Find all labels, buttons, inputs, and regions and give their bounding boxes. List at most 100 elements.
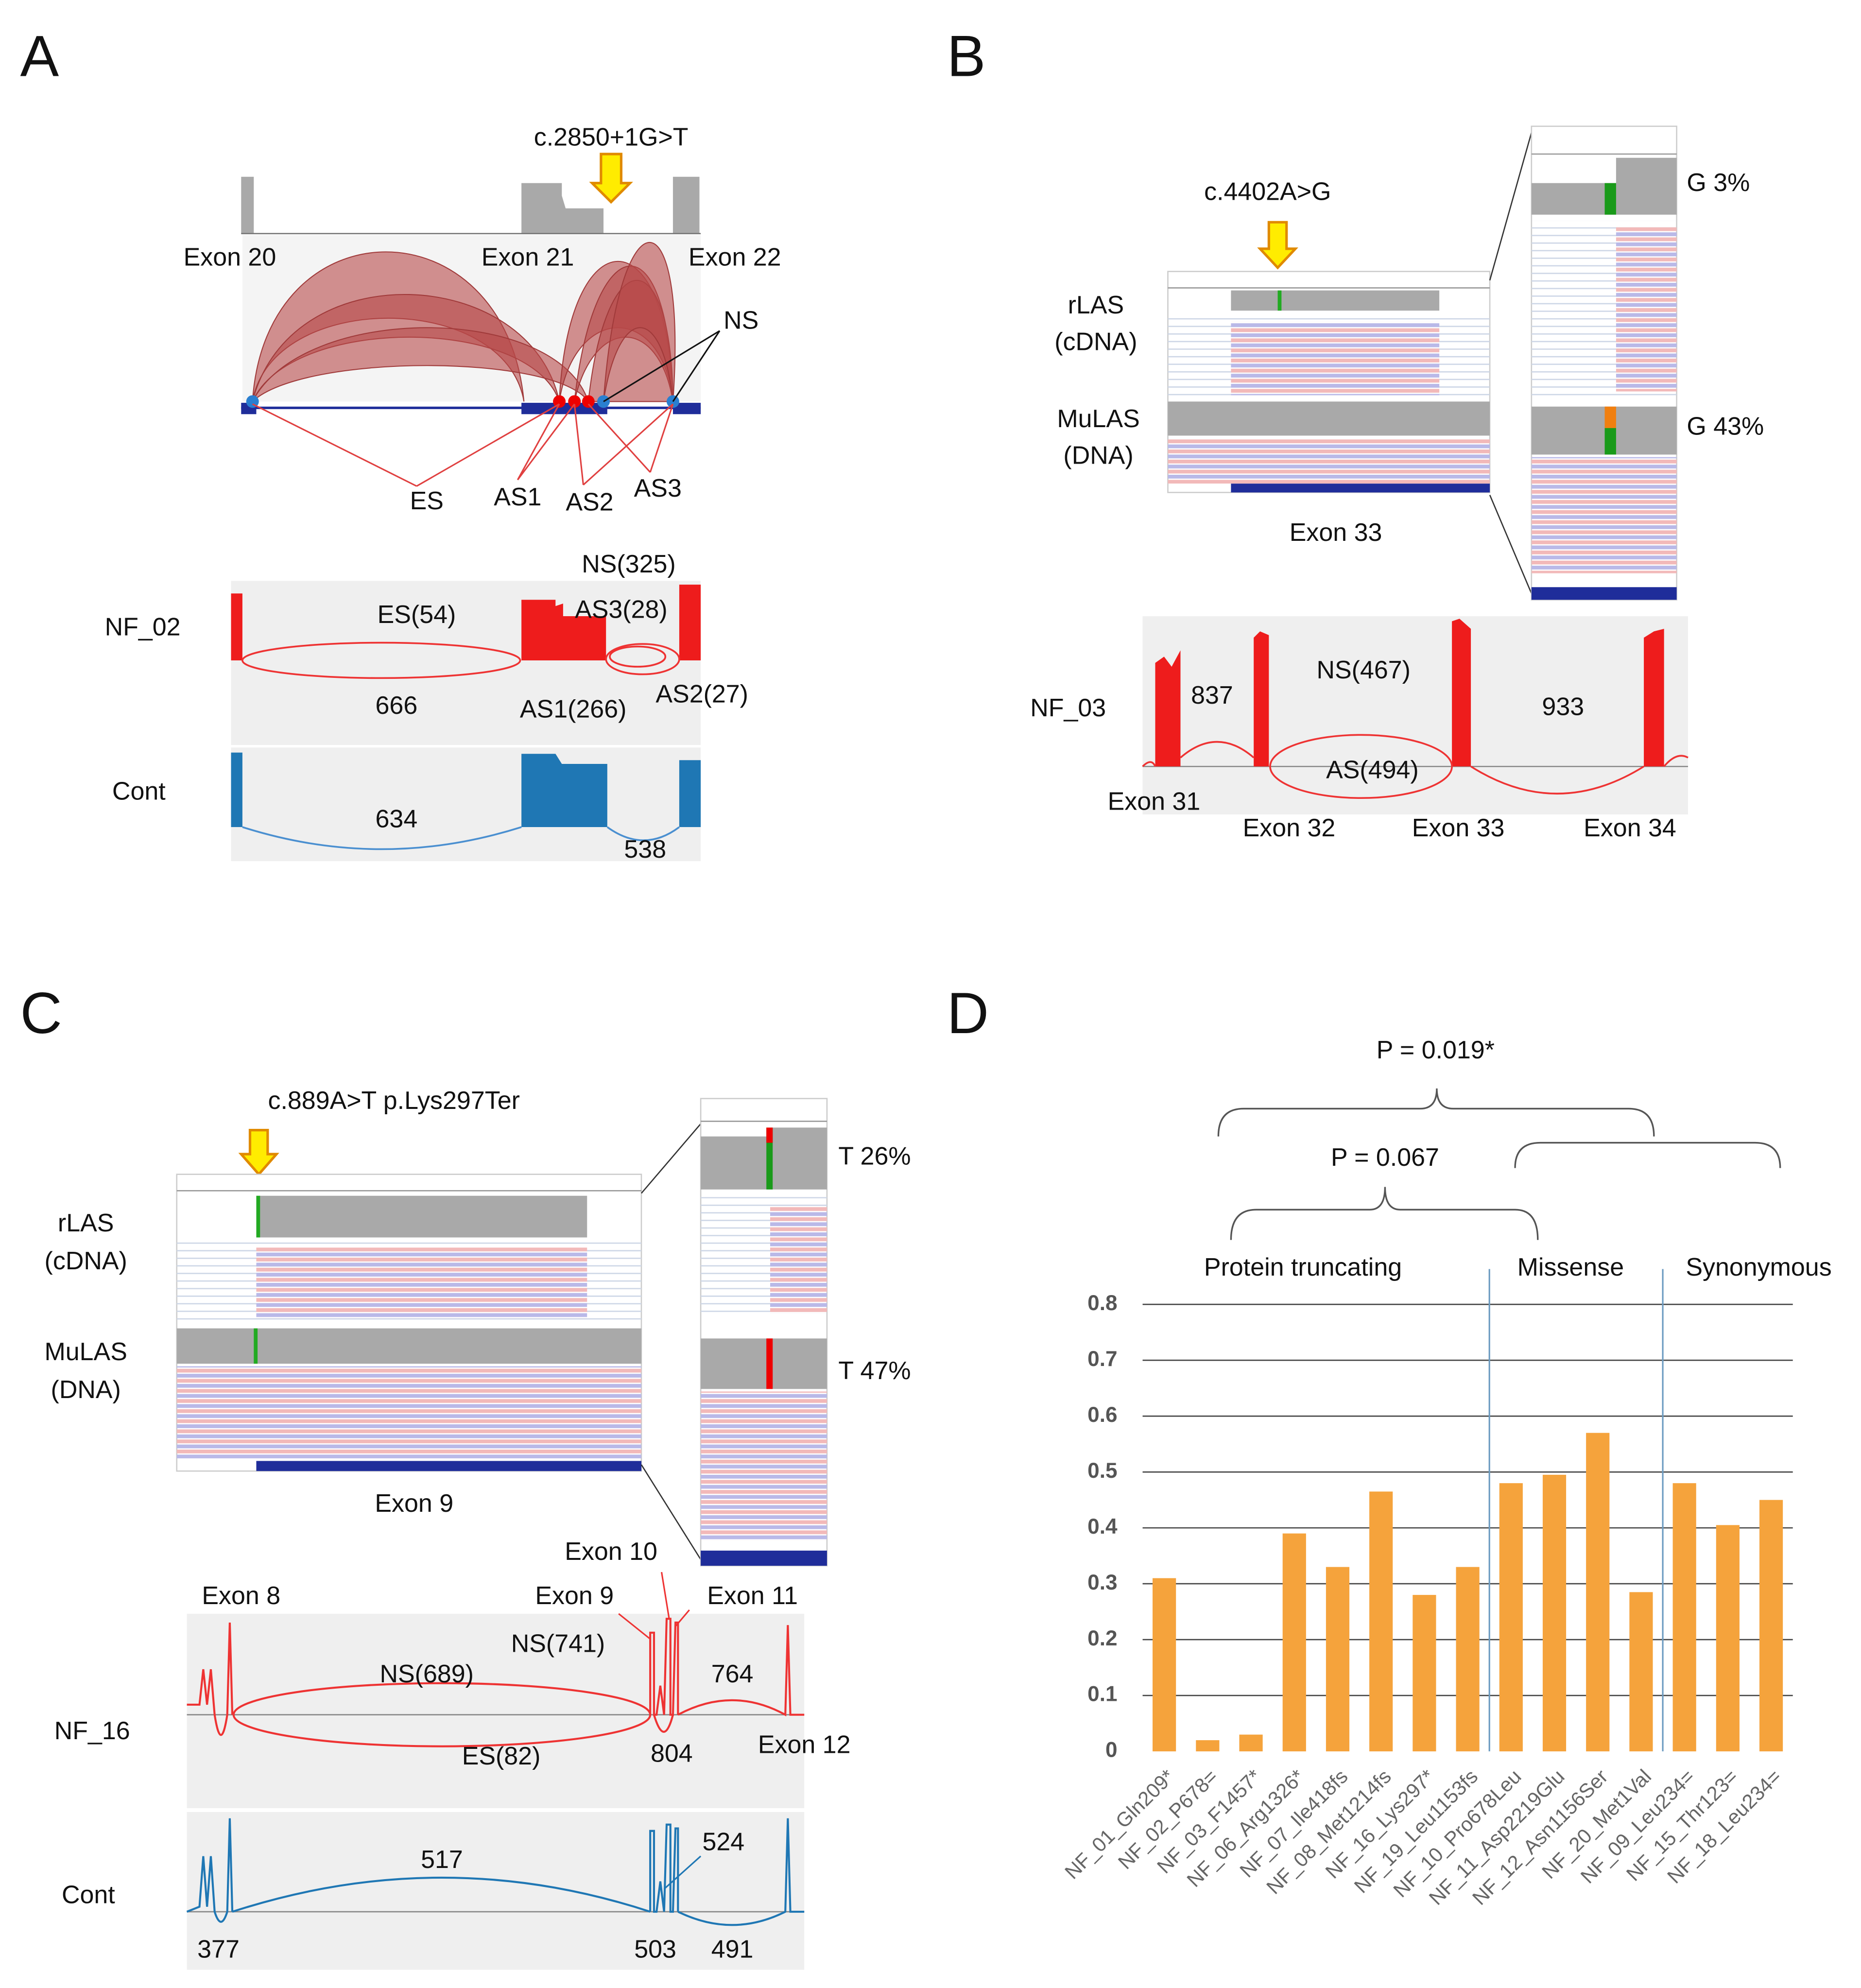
shape (605, 643, 680, 675)
exon-label: Exon 9 (535, 1582, 614, 1610)
bar (1282, 1533, 1306, 1752)
junction-label: ES(82) (462, 1742, 541, 1770)
y-tick-label: 0.8 (1087, 1291, 1117, 1315)
junction-label: 804 (651, 1740, 693, 1768)
shape (1217, 1088, 1655, 1137)
shape (1452, 619, 1471, 767)
shape (231, 747, 701, 862)
shape (701, 1127, 827, 1190)
shape (231, 581, 701, 745)
shape (187, 1613, 805, 1808)
exon-label: Exon 22 (689, 243, 781, 271)
junction-label: AS2 (566, 488, 613, 516)
shape-group (252, 403, 674, 487)
shape (252, 403, 417, 487)
shape (187, 1622, 234, 1736)
track-label: (cDNA) (1054, 328, 1137, 356)
y-tick-label: 0 (1105, 1738, 1118, 1762)
shape (770, 1206, 827, 1314)
junction-label: AS1 (494, 483, 541, 511)
exon-label: Exon 33 (1290, 519, 1382, 547)
shape (701, 1391, 827, 1541)
shape (653, 1714, 674, 1733)
shape (672, 176, 700, 234)
shape (553, 395, 566, 408)
shape-group (242, 826, 680, 850)
allele-frequency: T 26% (838, 1142, 911, 1170)
shape (1230, 1187, 1539, 1240)
shape (1155, 650, 1181, 767)
junction-label: NS (724, 306, 758, 334)
sample-label: NF_02 (105, 613, 181, 641)
shape (1231, 484, 1490, 493)
junction-label: 634 (376, 805, 418, 833)
bar (1672, 1483, 1696, 1752)
group-label: Protein truncating (1204, 1253, 1402, 1281)
junction-label: ES (410, 487, 444, 515)
p-value: P = 0.019* (1377, 1036, 1495, 1064)
junction-label: NS(467) (1317, 656, 1411, 684)
shape (1142, 616, 1689, 815)
junction-label: AS3 (634, 474, 682, 502)
track-label: (DNA) (51, 1376, 121, 1404)
shape (766, 1338, 773, 1389)
shape (677, 1818, 805, 1926)
shape (176, 1328, 641, 1364)
shape-group (1155, 619, 1664, 767)
shape (187, 1812, 805, 1970)
y-tick-label: 0.4 (1087, 1515, 1118, 1539)
shape (1604, 406, 1616, 428)
junction-label: NS(689) (380, 1660, 474, 1688)
shape (589, 153, 633, 204)
shape (1231, 290, 1440, 311)
bar (1153, 1578, 1176, 1752)
shape (1277, 290, 1282, 311)
track-label: MuLAS (45, 1338, 127, 1366)
exon-label: Exon 9 (375, 1489, 453, 1518)
shape (256, 1247, 587, 1318)
sample-label: NF_16 (54, 1717, 130, 1745)
shape (618, 1613, 651, 1640)
shape (603, 242, 676, 402)
exon-label: Exon 11 (707, 1582, 798, 1610)
bar (1196, 1740, 1220, 1752)
bar (1326, 1567, 1350, 1752)
junction-label: NS(325) (582, 550, 675, 578)
junction-label: AS1(266) (520, 695, 626, 724)
y-tick-label: 0.1 (1087, 1682, 1117, 1706)
mutation-label: c.4402A>G (1204, 177, 1331, 206)
shape (1168, 438, 1490, 484)
shape (1531, 587, 1677, 600)
shape-group (186, 1818, 805, 1926)
y-tick-label: 0.5 (1087, 1459, 1117, 1483)
shape (232, 1876, 651, 1913)
junction-label: 517 (421, 1846, 463, 1874)
shape (521, 600, 606, 660)
exon-label: Exon 33 (1412, 814, 1505, 842)
shape (1531, 406, 1677, 455)
bar (1369, 1491, 1393, 1752)
shape (176, 1366, 641, 1459)
panel-label: A (20, 24, 59, 88)
shape (679, 585, 701, 660)
shape (568, 395, 581, 408)
shape (256, 1195, 260, 1238)
bar (1716, 1525, 1740, 1752)
junction-label: 837 (1191, 681, 1233, 709)
bar (1542, 1474, 1567, 1752)
shape (649, 1618, 679, 1716)
shape (766, 1127, 773, 1190)
shape (609, 645, 667, 668)
junction-label: AS2(27) (655, 680, 748, 708)
shape-group (1142, 734, 1689, 799)
group-label: Synonymous (1686, 1253, 1831, 1281)
shape (1604, 428, 1616, 455)
shape (766, 1127, 773, 1143)
sample-label: NF_03 (1030, 694, 1106, 722)
shape (1257, 221, 1298, 270)
shape (1663, 755, 1689, 767)
shape (517, 403, 575, 481)
shape (573, 404, 584, 485)
shape (256, 1195, 587, 1238)
allele-frequency: G 43% (1687, 413, 1764, 441)
